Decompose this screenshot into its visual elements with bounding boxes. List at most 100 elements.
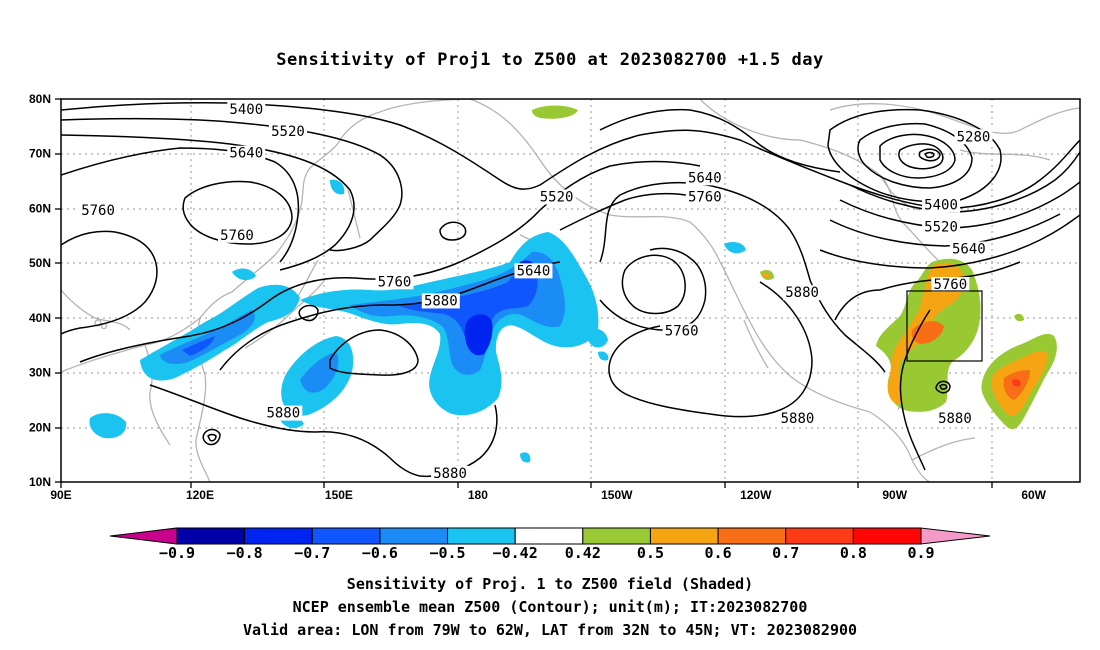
y-tick-label: 70N <box>29 147 51 161</box>
colorbar-label: 0.5 <box>637 544 664 562</box>
contour-label: 5760 <box>933 277 967 293</box>
y-tick-label: 50N <box>29 256 51 270</box>
colorbar-label: 0.6 <box>705 544 732 562</box>
colorbar-swatch <box>176 527 246 545</box>
chart-title: Sensitivity of Proj1 to Z500 at 20230827… <box>276 50 824 70</box>
colorbar-label: −0.7 <box>294 544 330 562</box>
valid-area-box <box>906 290 983 362</box>
colorbar-swatch <box>717 527 787 545</box>
contour-label: 5760 <box>81 203 115 219</box>
contour-label-bg <box>922 197 961 213</box>
contour-label: 5520 <box>271 124 305 140</box>
plot-frame <box>60 98 1081 483</box>
colorbar-label: 0.9 <box>907 544 934 562</box>
contour-label: 5760 <box>665 324 699 340</box>
y-tick-label: 20N <box>29 420 51 434</box>
x-tick-label: 120W <box>740 488 772 502</box>
colorbar-label: −0.9 <box>159 544 195 562</box>
x-tick-label: 120E <box>186 488 214 502</box>
contour-label: 5880 <box>266 406 300 422</box>
contour-label: 5880 <box>433 466 467 482</box>
contour-label: 5520 <box>924 220 958 236</box>
contour-label: 5760 <box>378 274 412 290</box>
x-tick-label: 90W <box>882 488 907 502</box>
contour-label-bg <box>514 263 553 279</box>
contour-label-bg <box>662 323 701 339</box>
contour-label-bg <box>264 405 303 421</box>
contour-label: 5640 <box>688 170 722 186</box>
contour-label: 5280 <box>957 129 991 145</box>
colorbar-labels: −0.9 −0.8 −0.7 −0.6 −0.5 −0.42 0.42 0.5 0.6 0.7 0.… <box>159 544 935 562</box>
contour-label-bg <box>227 101 266 117</box>
colorbar-under-triangle <box>109 527 178 545</box>
contour-label: 5760 <box>688 189 722 205</box>
colorbar-label: 0.8 <box>840 544 867 562</box>
y-tick-label: 30N <box>29 366 51 380</box>
contour-label: 5400 <box>229 102 263 118</box>
contour-label: 5880 <box>785 285 819 301</box>
x-tick-label: 180 <box>468 488 488 502</box>
colorbar-swatch <box>379 527 449 545</box>
contour-label-bg <box>268 123 307 139</box>
colorbar-swatch <box>582 527 651 545</box>
colorbar-label: −0.8 <box>227 544 263 562</box>
colorbar-label: 0.7 <box>772 544 799 562</box>
contour-label-bg <box>931 277 970 293</box>
colorbar-label: −0.42 <box>493 544 538 562</box>
contour-label: 5880 <box>938 411 972 427</box>
positive-sensitivity-regions <box>532 105 1057 430</box>
axis-ticks <box>55 98 993 488</box>
colorbar <box>109 527 991 545</box>
colorbar-swatch <box>852 527 922 545</box>
colorbar-swatch <box>447 527 516 545</box>
contour-label: 5640 <box>229 146 263 162</box>
contour-label: 5880 <box>781 411 815 427</box>
contour-label-bg <box>935 411 974 427</box>
contour-label-bg <box>685 189 724 205</box>
y-tick-label: 60N <box>29 201 51 215</box>
contour-label: 5760 <box>220 228 254 244</box>
caption-line-1: Sensitivity of Proj. 1 to Z500 field (Sh… <box>346 575 754 593</box>
colorbar-swatch <box>514 527 584 545</box>
x-tick-label: 60W <box>1021 488 1046 502</box>
contour-label-bg <box>954 129 993 145</box>
contour-label-bg <box>218 227 257 243</box>
y-tick-label: 10N <box>29 475 51 489</box>
colorbar-swatch <box>785 527 854 545</box>
y-tick-labels: 10N 20N 30N 40N 50N 60N 70N 80N <box>29 92 51 489</box>
contour-label-bg <box>375 274 414 290</box>
y-tick-label: 40N <box>29 311 51 325</box>
x-tick-label: 90E <box>50 488 71 502</box>
contour-label-bg <box>421 293 460 309</box>
colorbar-label: 0.42 <box>565 544 601 562</box>
colorbar-label: −0.5 <box>429 544 465 562</box>
colorbar-over-triangle <box>920 527 991 545</box>
colorbar-swatch <box>244 527 313 545</box>
x-tick-label: 150W <box>601 488 633 502</box>
contour-label-bg <box>949 241 988 257</box>
contour-label-bg <box>227 145 266 161</box>
colorbar-swatch <box>311 527 381 545</box>
z500-contours <box>61 102 1080 478</box>
contour-label: 5400 <box>924 198 958 214</box>
y-tick-label: 80N <box>29 92 51 106</box>
x-tick-labels: 90E 120E 150E 180 150W 120W 90W 60W <box>50 488 1046 502</box>
contour-label: 5880 <box>424 293 458 309</box>
contour-label: 5520 <box>540 189 574 205</box>
contour-label: 5640 <box>517 263 551 279</box>
caption-line-3: Valid area: LON from 79W to 62W, LAT fro… <box>242 621 858 639</box>
caption-line-2: NCEP ensemble mean Z500 (Contour); unit(… <box>292 598 808 616</box>
contour-label-bg <box>431 465 470 481</box>
contour-label-bg <box>778 411 817 427</box>
colorbar-label: −0.6 <box>362 544 398 562</box>
contour-label-bg <box>783 285 822 301</box>
contour-label-bg <box>922 219 961 235</box>
x-tick-label: 150E <box>325 488 353 502</box>
contour-labels: 5400 5520 5640 5760 5760 5520 5640 5760 5880 5640… <box>79 101 993 482</box>
colorbar-swatch <box>649 527 719 545</box>
contour-label-bg <box>685 170 724 186</box>
contour-label-bg <box>537 189 576 205</box>
contour-label: 5640 <box>952 241 986 257</box>
contour-label-bg <box>79 203 118 219</box>
